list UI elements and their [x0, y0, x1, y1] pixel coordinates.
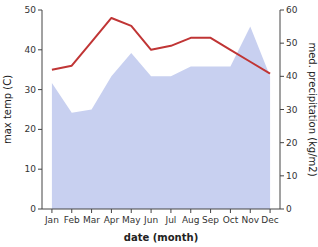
- y2-tick: [280, 76, 284, 77]
- x-tick-label: Dec: [261, 215, 278, 225]
- x-axis-label: date (month): [124, 232, 198, 243]
- x-tick-label: Aug: [182, 215, 200, 225]
- y-tick-label: 10: [25, 164, 37, 174]
- x-tick: [151, 209, 152, 213]
- plot-background: [42, 10, 280, 209]
- y-tick: [38, 129, 42, 130]
- x-axis-line: [42, 209, 280, 210]
- x-tick: [250, 209, 251, 213]
- y-tick-label: 40: [25, 45, 37, 55]
- y-tick-label: 0: [30, 204, 36, 214]
- x-tick: [71, 209, 72, 213]
- x-tick-label: Sep: [202, 215, 219, 225]
- y2-tick: [280, 109, 284, 110]
- y-axis-label: max temp (C): [2, 75, 13, 144]
- x-tick: [230, 209, 231, 213]
- chart: 010203040500102030405060JanFebMarAprMayJ…: [0, 0, 318, 247]
- y-tick-label: 20: [25, 124, 37, 134]
- x-tick-label: Apr: [104, 215, 120, 225]
- y-tick: [38, 89, 42, 90]
- y2-tick-label: 30: [286, 105, 298, 115]
- y-axis-line: [42, 10, 43, 209]
- y2-tick-label: 20: [286, 138, 298, 148]
- x-tick: [51, 209, 52, 213]
- y2-axis-label: med. precipitation (kg/m2): [307, 42, 318, 176]
- y2-tick: [280, 175, 284, 176]
- x-tick-label: Jun: [143, 215, 158, 225]
- x-tick-label: May: [122, 215, 141, 225]
- x-tick: [170, 209, 171, 213]
- y2-tick: [280, 209, 284, 210]
- x-tick-label: Jan: [44, 215, 59, 225]
- x-tick: [210, 209, 211, 213]
- temp-line: [52, 18, 270, 74]
- y-tick: [38, 169, 42, 170]
- y-tick: [38, 10, 42, 11]
- y2-tick: [280, 43, 284, 44]
- axes: 010203040500102030405060JanFebMarAprMayJ…: [25, 5, 298, 225]
- y2-tick: [280, 142, 284, 143]
- y2-tick-label: 60: [286, 5, 298, 15]
- marks: [52, 18, 270, 209]
- x-tick-label: Jul: [164, 215, 176, 225]
- x-tick-label: Mar: [83, 215, 100, 225]
- x-tick: [270, 209, 271, 213]
- x-tick-label: Feb: [64, 215, 80, 225]
- x-tick: [111, 209, 112, 213]
- x-tick-label: Nov: [241, 215, 259, 225]
- y2-tick-label: 50: [286, 38, 298, 48]
- x-tick: [190, 209, 191, 213]
- x-tick: [131, 209, 132, 213]
- y-tick-label: 50: [25, 5, 37, 15]
- y-tick: [38, 49, 42, 50]
- y2-tick-label: 40: [286, 71, 298, 81]
- y-tick-label: 30: [25, 85, 37, 95]
- x-tick: [91, 209, 92, 213]
- y2-tick-label: 0: [286, 204, 292, 214]
- y2-tick-label: 10: [286, 171, 298, 181]
- x-tick-label: Oct: [223, 215, 239, 225]
- y-tick: [38, 209, 42, 210]
- y2-tick: [280, 10, 284, 11]
